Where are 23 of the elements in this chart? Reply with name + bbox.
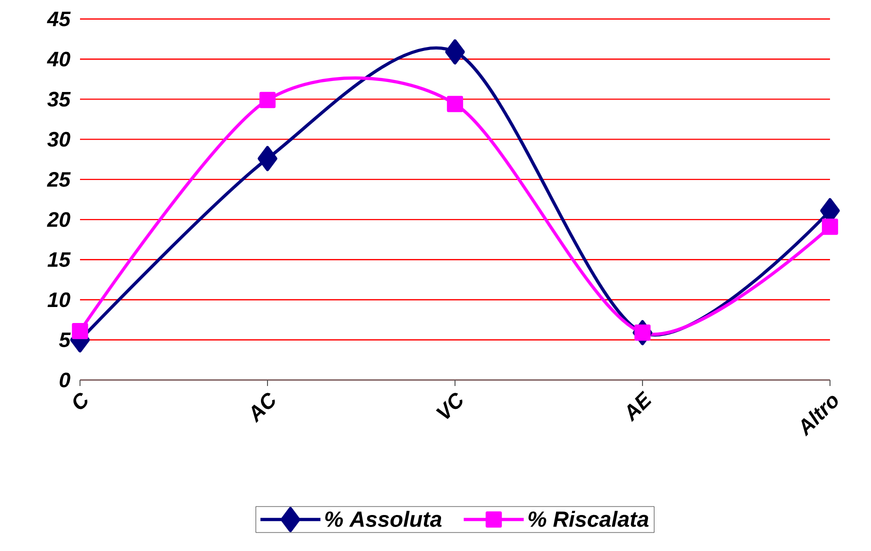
point: [258, 146, 278, 172]
y-tick-label: 40: [46, 52, 70, 67]
x-tick-label: AE: [627, 390, 652, 422]
y-tick-label: 25: [46, 172, 71, 187]
x-tick-label: VC: [436, 392, 462, 419]
point: [72, 322, 88, 340]
point: [446, 96, 464, 112]
point: [445, 39, 465, 64]
x-tick-label: C: [73, 392, 88, 410]
y-tick-label: 5: [59, 332, 71, 348]
y-tick-label: 35: [47, 92, 71, 107]
y-tick-label: 45: [46, 12, 71, 26]
y-tick-label: 30: [47, 132, 70, 147]
point: [634, 324, 651, 341]
legend-label: % Assoluta: [325, 510, 442, 527]
legend-label: % Riscalata: [528, 510, 648, 527]
y-tick-label: 15: [48, 252, 71, 267]
point: [259, 92, 276, 108]
y-tick-label: 20: [46, 212, 70, 227]
point: [822, 218, 838, 235]
y-tick-label: 0: [60, 372, 70, 388]
x-tick-label: AC: [252, 392, 275, 423]
y-tick-label: 10: [48, 292, 70, 308]
